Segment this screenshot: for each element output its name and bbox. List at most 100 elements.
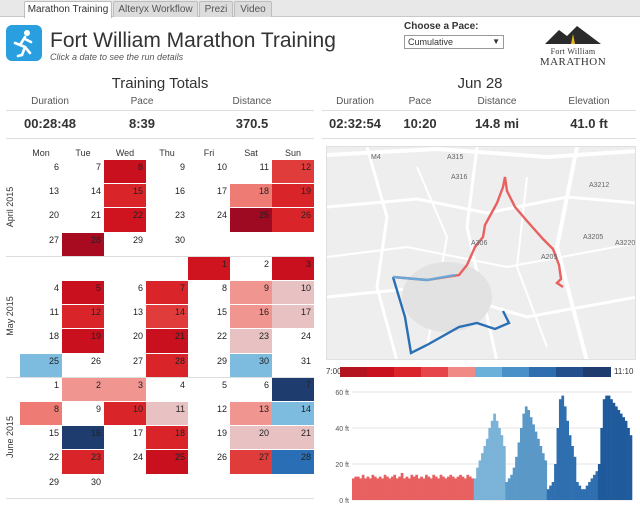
calendar-day-cell[interactable]: 22 bbox=[104, 208, 146, 232]
elevation-bar bbox=[510, 474, 513, 500]
elevation-bar bbox=[369, 478, 372, 500]
calendar-day-cell[interactable]: 18 bbox=[48, 331, 59, 342]
calendar-day-cell[interactable]: 20 bbox=[132, 331, 143, 342]
calendar-day-cell[interactable]: 16 bbox=[174, 186, 185, 197]
calendar-day-cell[interactable]: 13 bbox=[230, 402, 272, 426]
calendar-day-cell[interactable]: 29 bbox=[132, 234, 143, 245]
calendar-day-cell[interactable]: 4 bbox=[53, 283, 59, 293]
elevation-bar bbox=[580, 489, 584, 500]
calendar-day-cell[interactable]: 15 bbox=[104, 184, 146, 208]
calendar-day-cell[interactable]: 27 bbox=[230, 450, 272, 474]
calendar-day-cell[interactable]: 28 bbox=[146, 353, 188, 377]
calendar-day-cell[interactable]: 31 bbox=[300, 355, 311, 366]
calendar-day-cell[interactable]: 13 bbox=[132, 307, 143, 318]
calendar-day-cell[interactable]: 26 bbox=[272, 208, 314, 232]
calendar-day-cell[interactable]: 19 bbox=[272, 184, 314, 208]
calendar-day-cell[interactable]: 12 bbox=[216, 404, 227, 414]
tab-alteryx-workflow[interactable]: Alteryx Workflow bbox=[113, 1, 198, 17]
calendar-day-cell[interactable]: 25 bbox=[146, 450, 188, 474]
calendar-day-cell[interactable]: 17 bbox=[272, 305, 314, 329]
calendar-day-cell[interactable]: 10 bbox=[272, 281, 314, 305]
calendar-day-cell[interactable]: 8 bbox=[104, 160, 146, 184]
calendar-day-cell[interactable]: 12 bbox=[272, 160, 314, 184]
calendar-day-cell[interactable]: 6 bbox=[263, 379, 269, 390]
calendar-day-cell[interactable]: 23 bbox=[174, 210, 185, 221]
calendar-day-cell[interactable]: 30 bbox=[90, 476, 101, 487]
calendar-day-cell[interactable]: 9 bbox=[230, 281, 272, 305]
calendar-day-cell[interactable]: 4 bbox=[179, 379, 185, 390]
calendar-day-cell[interactable]: 27 bbox=[132, 355, 143, 366]
calendar-day-cell[interactable]: 26 bbox=[90, 355, 101, 366]
calendar-day-cell[interactable]: 3 bbox=[272, 256, 314, 280]
calendar-day-cell[interactable]: 20 bbox=[48, 210, 59, 221]
calendar-day-cell[interactable]: 1 bbox=[53, 379, 59, 390]
tab-prezi[interactable]: Prezi bbox=[199, 1, 233, 17]
calendar-day-cell[interactable]: 22 bbox=[48, 452, 59, 463]
calendar-day-cell[interactable]: 11 bbox=[259, 162, 269, 172]
calendar-day-cell[interactable]: 14 bbox=[146, 305, 188, 329]
calendar-day-cell[interactable]: 21 bbox=[146, 329, 188, 353]
calendar-day-cell[interactable]: 6 bbox=[137, 283, 143, 293]
calendar-day-cell[interactable]: 17 bbox=[132, 428, 143, 439]
calendar-day-cell[interactable]: 8 bbox=[221, 283, 227, 293]
calendar-day-cell[interactable]: 3 bbox=[104, 377, 146, 401]
calendar-day-cell[interactable]: 25 bbox=[20, 353, 62, 377]
totals-divider-bottom bbox=[6, 138, 314, 139]
calendar-day-cell[interactable]: 20 bbox=[230, 426, 272, 450]
tab-marathon-training[interactable]: Marathon Training bbox=[24, 1, 112, 18]
calendar-day-cell[interactable]: 29 bbox=[48, 476, 59, 487]
calendar-day-cell[interactable]: 23 bbox=[230, 329, 272, 353]
calendar-day-cell[interactable]: 7 bbox=[95, 162, 101, 172]
calendar-day-cell[interactable]: 18 bbox=[146, 426, 188, 450]
elevation-bar bbox=[612, 402, 616, 500]
calendar-day-cell[interactable]: 25 bbox=[230, 208, 272, 232]
calendar-day-cell[interactable]: 14 bbox=[272, 402, 314, 426]
calendar-day-cell[interactable]: 17 bbox=[216, 186, 227, 197]
calendar-day-cell[interactable]: 1 bbox=[188, 256, 230, 280]
calendar-day-cell[interactable]: 8 bbox=[20, 402, 62, 426]
calendar-day-cell[interactable]: 2 bbox=[263, 258, 269, 269]
calendar-day-cell[interactable]: 24 bbox=[300, 331, 311, 342]
tab-video[interactable]: Video bbox=[234, 1, 272, 17]
calendar-day-cell[interactable]: 28 bbox=[272, 450, 314, 474]
elevation-bar bbox=[434, 476, 438, 500]
calendar-day-cell[interactable]: 15 bbox=[216, 307, 227, 318]
calendar-day-cell[interactable]: 30 bbox=[230, 353, 272, 377]
elevation-bar bbox=[605, 395, 608, 500]
calendar-day-cell[interactable]: 13 bbox=[48, 186, 59, 197]
calendar-day-cell[interactable]: 23 bbox=[62, 450, 104, 474]
calendar-day-cell[interactable]: 10 bbox=[216, 162, 227, 172]
route-map[interactable]: M4 A315 A316 A3212 A306 A3205 A3220 A205 bbox=[326, 146, 636, 360]
calendar-day-cell[interactable]: 5 bbox=[62, 281, 104, 305]
calendar-day-cell[interactable]: 14 bbox=[90, 186, 101, 197]
calendar-day-cell[interactable]: 21 bbox=[90, 210, 101, 221]
pace-dropdown[interactable]: Cumulative ▼ bbox=[404, 35, 504, 49]
calendar-day-cell[interactable]: 29 bbox=[216, 355, 227, 366]
elevation-bar bbox=[563, 406, 567, 500]
calendar-day-cell[interactable]: 16 bbox=[230, 305, 272, 329]
calendar-day-cell[interactable]: 12 bbox=[62, 305, 104, 329]
calendar-day-cell[interactable]: 30 bbox=[174, 234, 185, 245]
calendar-day-cell[interactable]: 24 bbox=[132, 452, 143, 463]
calendar-day-cell[interactable]: 28 bbox=[62, 232, 104, 256]
calendar-day-cell[interactable]: 6 bbox=[53, 162, 59, 172]
calendar-day-cell[interactable]: 19 bbox=[216, 428, 227, 439]
calendar-day-cell[interactable]: 26 bbox=[216, 452, 227, 463]
calendar-day-cell[interactable]: 21 bbox=[272, 426, 314, 450]
calendar-day-cell[interactable]: 10 bbox=[104, 402, 146, 426]
calendar-day-cell[interactable]: 19 bbox=[62, 329, 104, 353]
calendar-day-cell[interactable]: 16 bbox=[62, 426, 104, 450]
calendar-day-cell[interactable]: 27 bbox=[48, 234, 59, 245]
calendar-day-cell[interactable]: 15 bbox=[48, 428, 59, 439]
calendar-day-cell[interactable]: 2 bbox=[62, 377, 104, 401]
calendar-day-cell[interactable]: 5 bbox=[221, 379, 227, 390]
calendar-day-cell[interactable]: 11 bbox=[49, 307, 59, 318]
calendar-day-cell[interactable]: 18 bbox=[230, 184, 272, 208]
calendar-day-cell[interactable]: 11 bbox=[146, 402, 188, 426]
calendar-day-cell[interactable]: 7 bbox=[272, 377, 314, 401]
calendar-day-cell[interactable]: 9 bbox=[179, 162, 185, 172]
calendar-day-cell[interactable]: 24 bbox=[216, 210, 227, 221]
calendar-day-cell[interactable]: 22 bbox=[216, 331, 227, 342]
calendar-day-cell[interactable]: 7 bbox=[146, 281, 188, 305]
calendar-day-cell[interactable]: 9 bbox=[95, 404, 101, 414]
